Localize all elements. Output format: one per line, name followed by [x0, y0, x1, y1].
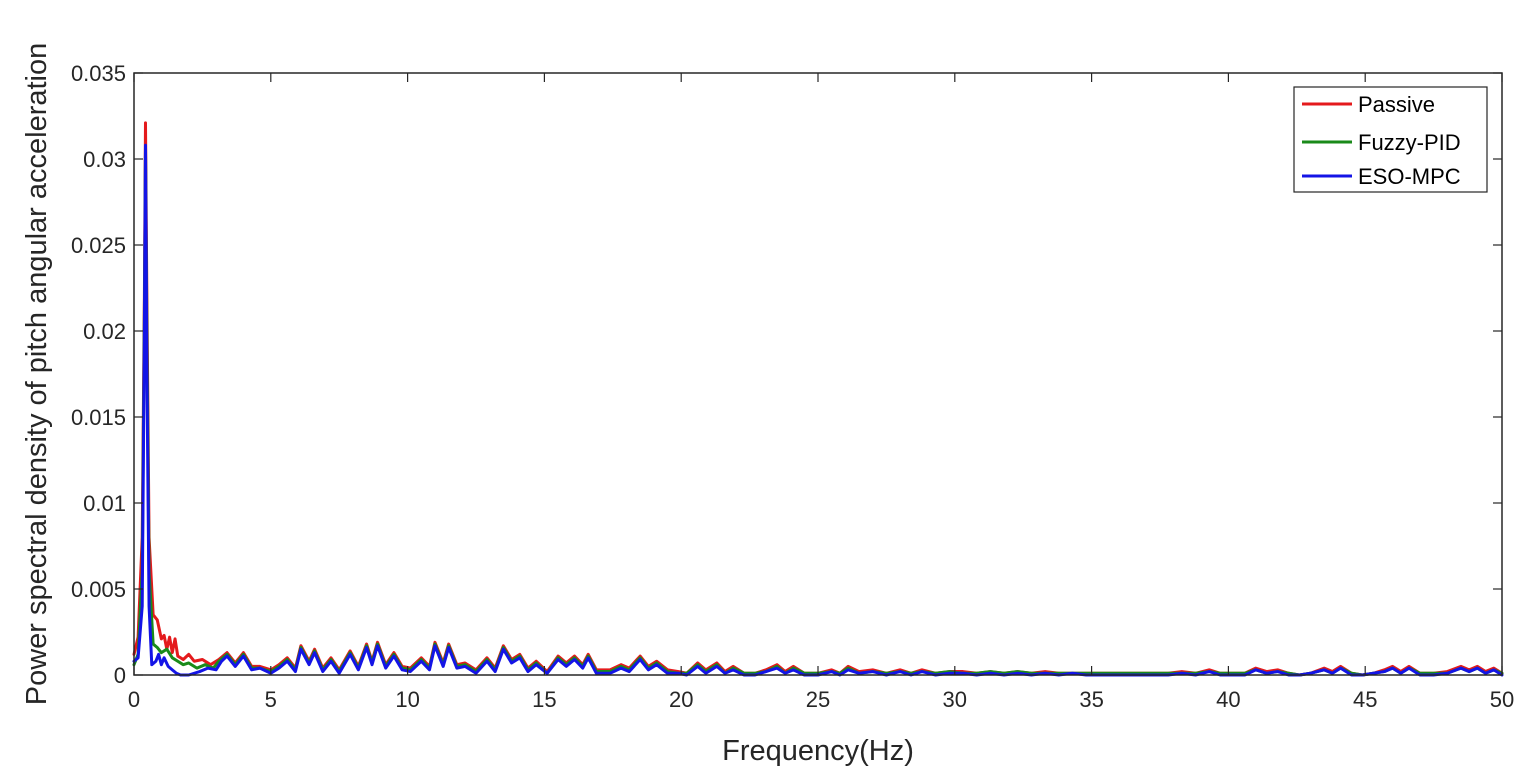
x-tick-label: 15	[532, 687, 556, 712]
legend-label-passive: Passive	[1358, 92, 1435, 117]
x-tick-label: 5	[265, 687, 277, 712]
y-tick-label: 0.01	[83, 491, 126, 516]
legend-label-eso-mpc: ESO-MPC	[1358, 164, 1461, 189]
x-tick-label: 50	[1490, 687, 1514, 712]
x-tick-label: 35	[1079, 687, 1103, 712]
x-tick-labels: 0 5 10 15 20 25 30 35 40 45 50	[128, 687, 1514, 712]
y-tick-label: 0.005	[71, 577, 126, 602]
x-axis-title: Frequency(Hz)	[722, 735, 914, 767]
x-tick-label: 30	[943, 687, 967, 712]
y-tick-labels: 0 0.005 0.01 0.015 0.02 0.025 0.03 0.035	[71, 61, 126, 688]
y-tick-label: 0	[114, 663, 126, 688]
x-tick-label: 10	[395, 687, 419, 712]
y-axis-title: Power spectral density of pitch angular …	[21, 43, 53, 706]
y-tick-label: 0.015	[71, 405, 126, 430]
x-tick-label: 25	[806, 687, 830, 712]
x-tick-label: 0	[128, 687, 140, 712]
y-tick-label: 0.02	[83, 319, 126, 344]
x-tick-label: 20	[669, 687, 693, 712]
x-tick-label: 40	[1216, 687, 1240, 712]
legend: Passive Fuzzy-PID ESO-MPC	[1293, 86, 1488, 193]
ticks-layer	[133, 72, 1503, 676]
y-tick-label: 0.025	[71, 233, 126, 258]
legend-label-fuzzy-pid: Fuzzy-PID	[1358, 130, 1461, 155]
x-tick-label: 45	[1353, 687, 1377, 712]
y-tick-label: 0.03	[83, 147, 126, 172]
y-tick-label: 0.035	[71, 61, 126, 86]
series-line-eso-mpc	[132, 143, 1504, 677]
